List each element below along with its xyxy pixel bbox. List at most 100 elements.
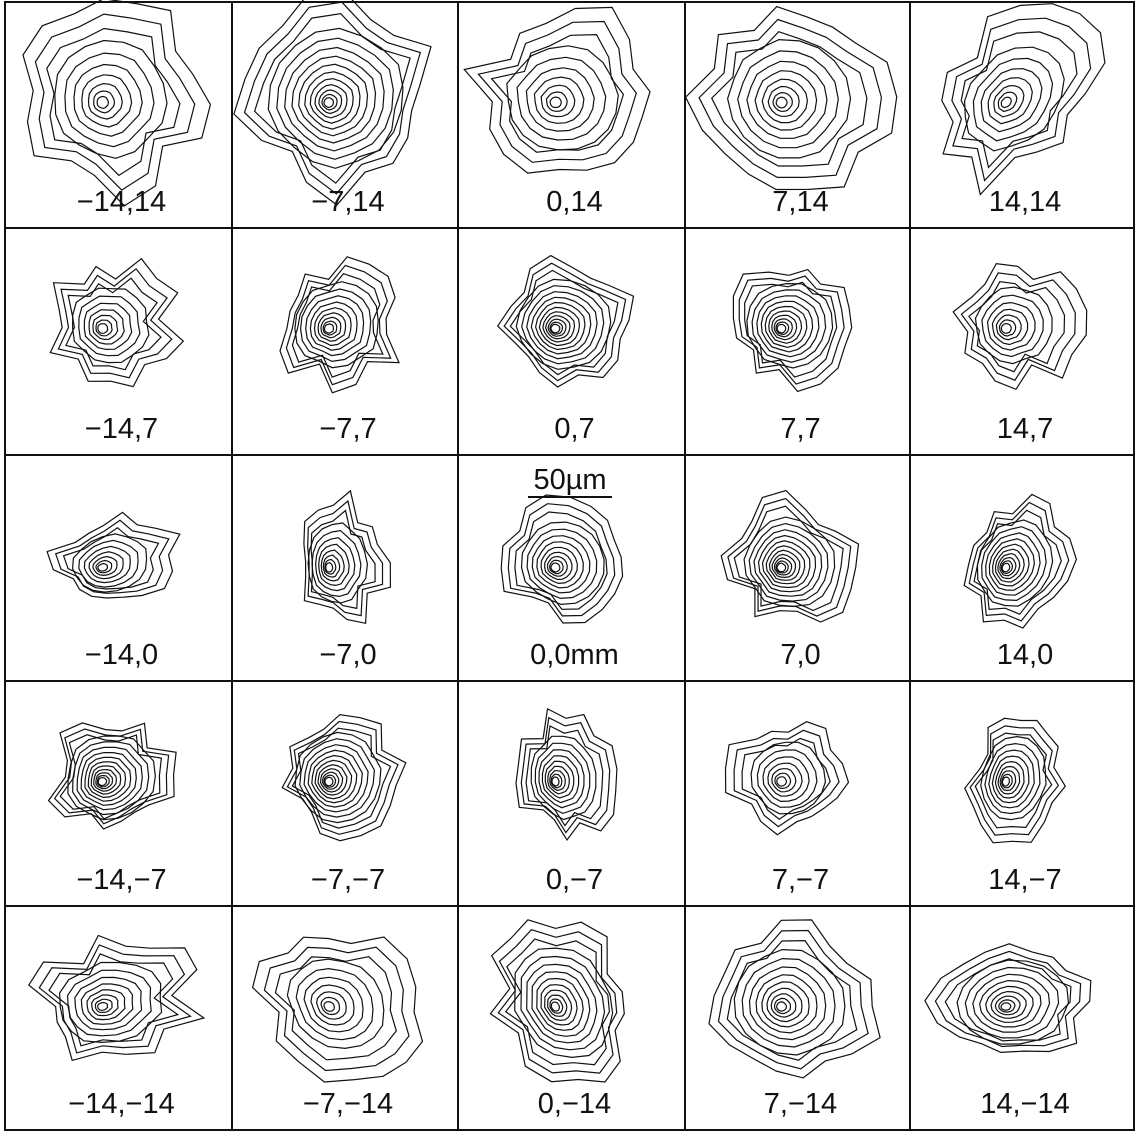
contour xyxy=(997,552,1021,580)
contour xyxy=(541,755,580,804)
contour xyxy=(972,973,1051,1033)
contour xyxy=(750,741,827,815)
contour xyxy=(733,948,846,1056)
contour xyxy=(968,281,1066,373)
contour xyxy=(999,556,1017,577)
contour xyxy=(233,0,432,206)
contour xyxy=(92,314,119,341)
contour xyxy=(48,953,180,1047)
contour xyxy=(746,282,834,369)
contour xyxy=(530,296,592,355)
contour xyxy=(73,63,143,137)
contour xyxy=(741,737,831,820)
contour xyxy=(500,494,624,624)
contour xyxy=(78,295,141,357)
contour xyxy=(503,262,627,382)
cell xyxy=(909,905,1135,1131)
contour xyxy=(303,489,392,625)
contour xyxy=(997,91,1018,113)
contour xyxy=(743,516,836,607)
contour xyxy=(315,991,347,1020)
contour xyxy=(991,755,1030,804)
contour xyxy=(525,67,595,132)
contour xyxy=(717,929,869,1070)
contour xyxy=(66,969,152,1037)
contour xyxy=(307,749,363,808)
contour xyxy=(291,55,377,144)
contour xyxy=(776,776,788,787)
contour xyxy=(463,6,651,174)
contour xyxy=(768,310,803,344)
contour xyxy=(294,731,382,824)
contour xyxy=(95,772,114,790)
contour xyxy=(698,18,883,178)
contour xyxy=(964,717,1067,844)
contour xyxy=(526,291,598,360)
contour xyxy=(978,979,1042,1028)
contour xyxy=(304,71,361,130)
contour xyxy=(773,318,793,338)
contour xyxy=(76,746,143,811)
contour xyxy=(767,85,800,117)
cell-label: −14,14 xyxy=(77,186,167,218)
contour xyxy=(314,84,348,119)
contour xyxy=(976,519,1054,607)
contour xyxy=(544,315,571,340)
contour xyxy=(775,96,788,109)
contour xyxy=(64,52,155,148)
contour xyxy=(525,725,604,827)
cell-label: −14,−14 xyxy=(68,1088,174,1120)
contour xyxy=(985,532,1041,596)
contour xyxy=(530,735,597,821)
contour xyxy=(314,537,356,592)
contour xyxy=(276,37,394,160)
contour xyxy=(321,771,340,790)
cell-label: −7,7 xyxy=(319,413,376,445)
contour xyxy=(267,27,404,169)
contour xyxy=(972,57,1054,142)
contour xyxy=(87,82,123,120)
contour xyxy=(991,308,1029,346)
contour xyxy=(58,961,163,1044)
cell-label: 0,14 xyxy=(546,186,602,218)
contour xyxy=(771,314,798,341)
contour xyxy=(776,1001,788,1012)
contour xyxy=(974,286,1053,365)
contour xyxy=(311,529,362,598)
contour xyxy=(724,721,850,836)
contour xyxy=(999,770,1017,792)
contour xyxy=(46,511,181,599)
contour xyxy=(80,751,137,806)
contour xyxy=(998,319,1017,337)
contour xyxy=(549,96,562,109)
contour xyxy=(968,501,1070,622)
cell-label: 14,−14 xyxy=(980,1088,1070,1120)
contour xyxy=(92,555,118,577)
contour xyxy=(97,323,109,334)
contour xyxy=(323,1001,335,1012)
contour xyxy=(767,762,803,797)
contour xyxy=(770,993,797,1018)
contour xyxy=(71,287,150,364)
contour xyxy=(46,27,181,177)
contour xyxy=(762,756,810,803)
contour xyxy=(303,976,364,1033)
contour xyxy=(477,20,637,163)
contour xyxy=(542,311,576,343)
contour xyxy=(299,288,372,363)
contour xyxy=(317,764,348,796)
contour xyxy=(97,1001,109,1011)
cell-label: −14,0 xyxy=(85,639,158,671)
contour xyxy=(520,521,605,606)
contour xyxy=(320,549,345,582)
contour xyxy=(549,321,564,335)
contour xyxy=(994,995,1021,1016)
contour xyxy=(757,534,817,593)
contour xyxy=(984,742,1041,815)
cell-label: 7,0 xyxy=(780,639,820,671)
contour xyxy=(549,559,564,575)
contour xyxy=(94,998,113,1014)
contour xyxy=(746,60,828,139)
contour xyxy=(83,545,131,584)
